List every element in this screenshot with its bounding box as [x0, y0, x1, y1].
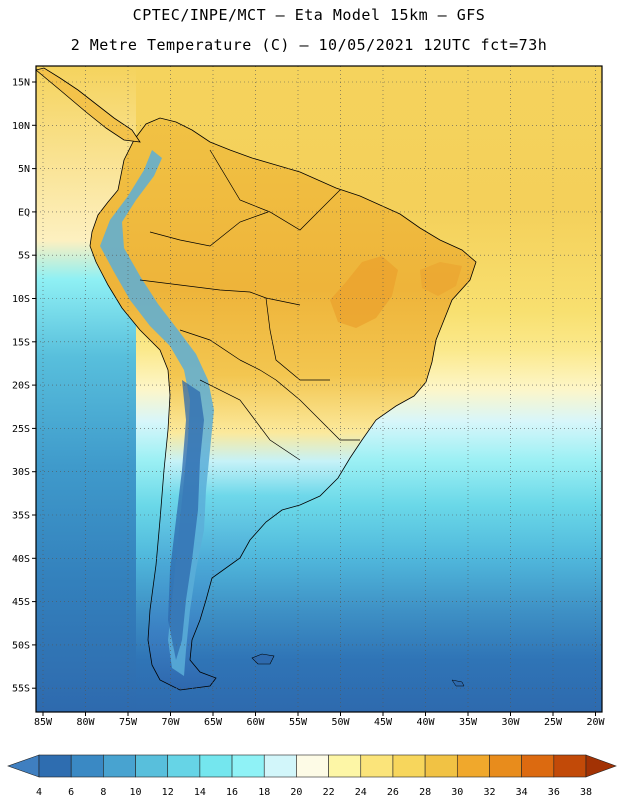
lon-label: 20W — [586, 717, 605, 728]
lon-label: 50W — [331, 717, 350, 728]
longitude-labels: 85W 80W 75W 70W 65W 60W 55W 50W 45W 40W 35W 30W 25W 2… — [34, 712, 606, 728]
colorbar-bin — [231, 754, 265, 778]
colorbar-label: 6 — [68, 787, 74, 798]
latitude-labels: 15N 10N 5N EQ 5S 10S 15S 20S 25S 30S 35S 40S 45S 50S 5… — [12, 78, 36, 695]
lon-label: 70W — [161, 717, 180, 728]
lon-label: 55W — [289, 717, 308, 728]
lat-label: 5N — [18, 164, 30, 175]
lat-label: 50S — [12, 640, 30, 651]
lat-label: 35S — [12, 511, 30, 522]
falkland-islands — [251, 653, 275, 665]
colorbar-bin — [456, 754, 490, 778]
lon-label: 45W — [374, 717, 393, 728]
colorbar-bin — [521, 754, 555, 778]
colorbar-label: 28 — [419, 787, 431, 798]
colorbar-bin — [38, 754, 72, 778]
lon-label: 30W — [501, 717, 520, 728]
colorbar-label: 10 — [130, 787, 142, 798]
colorbar-label: 32 — [483, 787, 495, 798]
lat-label: 5S — [18, 251, 30, 262]
country-borders — [139, 149, 360, 461]
northeast-hot-zone — [420, 262, 462, 296]
colorbar-bin — [167, 754, 201, 778]
colorbar-label: 38 — [580, 787, 592, 798]
map-field — [36, 66, 602, 712]
lat-label: 55S — [12, 684, 30, 695]
colorbar-bin — [424, 754, 458, 778]
lat-label: 10N — [12, 121, 30, 132]
colorbar-label: 16 — [226, 787, 238, 798]
lat-label: 40S — [12, 554, 30, 565]
colorbar-bin — [489, 754, 522, 778]
lat-label: EQ — [18, 207, 30, 218]
colorbar-label: 20 — [290, 787, 302, 798]
colorbar-label: 24 — [355, 787, 367, 798]
south-georgia — [451, 679, 465, 687]
lon-label: 85W — [34, 717, 53, 728]
colorbar-bin — [360, 754, 394, 778]
lon-label: 80W — [76, 717, 95, 728]
colorbar-label: 34 — [516, 787, 528, 798]
lon-label: 65W — [204, 717, 223, 728]
colorbar-bin — [135, 754, 169, 778]
colorbar-bin — [199, 754, 233, 778]
lat-label: 15N — [12, 78, 30, 89]
map-title-line-1: CPTEC/INPE/MCT – Eta Model 15km – GFS — [132, 6, 486, 24]
central-america — [36, 67, 141, 143]
interior-hot-zone — [330, 256, 398, 328]
colorbar-label: 8 — [100, 787, 106, 798]
colorbar-label: 18 — [258, 787, 270, 798]
lat-label: 10S — [12, 294, 30, 305]
colorbar-bin — [296, 754, 329, 778]
colorbar-high-arrow — [585, 754, 617, 778]
colorbar-label: 26 — [387, 787, 399, 798]
pacific-ocean-field — [36, 66, 136, 712]
map-title-line-2: 2 Metre Temperature (C) – 10/05/2021 12U… — [70, 36, 548, 54]
lon-label: 75W — [119, 717, 138, 728]
colorbar-bin — [103, 754, 136, 778]
lat-label: 20S — [12, 381, 30, 392]
colorbar-bin — [263, 754, 297, 778]
colorbar: 4 6 8 10 12 14 16 18 20 22 24 26 28 30 32 34 36 38 — [7, 754, 617, 798]
map-frame — [35, 65, 603, 713]
colorbar-label: 30 — [451, 787, 463, 798]
lat-label: 45S — [12, 597, 30, 608]
colorbar-label: 14 — [194, 787, 206, 798]
colorbar-bin — [392, 754, 426, 778]
lat-label: 15S — [12, 337, 30, 348]
colorbar-bin — [70, 754, 104, 778]
colorbar-bin — [328, 754, 362, 778]
lon-label: 40W — [416, 717, 435, 728]
colorbar-label: 12 — [162, 787, 174, 798]
lon-label: 35W — [459, 717, 478, 728]
lon-label: 25W — [544, 717, 563, 728]
lat-label: 30S — [12, 467, 30, 478]
colorbar-label: 4 — [36, 787, 42, 798]
lon-label: 60W — [246, 717, 265, 728]
colorbar-label: 22 — [323, 787, 335, 798]
colorbar-label: 36 — [548, 787, 560, 798]
colorbar-low-arrow — [7, 754, 40, 778]
lat-label: 25S — [12, 424, 30, 435]
andes-high-peaks — [168, 380, 204, 660]
colorbar-bin — [553, 754, 587, 778]
